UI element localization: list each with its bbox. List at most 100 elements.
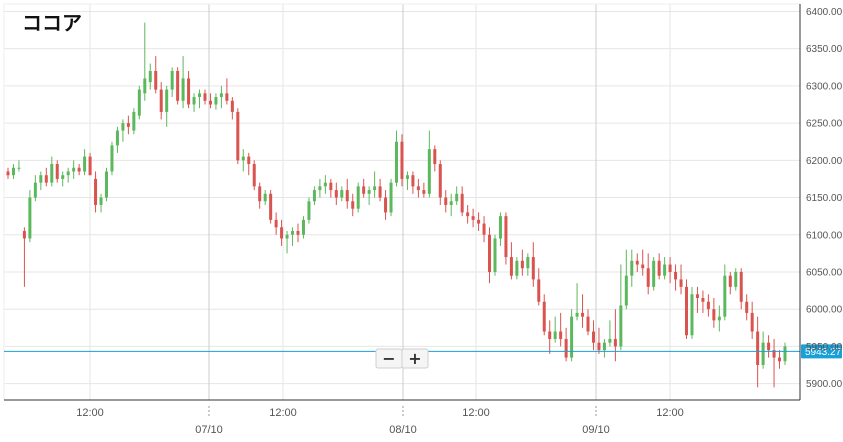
candle-up[interactable] [734, 271, 738, 287]
candle-up[interactable] [318, 186, 322, 191]
candle-up[interactable] [394, 141, 399, 183]
candle-up[interactable] [307, 201, 311, 220]
candle-up[interactable] [115, 130, 119, 146]
candle-down[interactable] [334, 190, 338, 198]
candle-down[interactable] [159, 89, 163, 112]
candle-down[interactable] [274, 219, 278, 228]
candle-up[interactable] [50, 164, 54, 183]
candle-up[interactable] [192, 97, 196, 105]
candle-up[interactable] [570, 316, 574, 358]
candle-down[interactable] [509, 257, 513, 276]
candle-down[interactable] [679, 279, 683, 287]
candle-down[interactable] [55, 164, 59, 179]
candle-up[interactable] [66, 171, 70, 176]
candle-up[interactable] [241, 156, 245, 161]
candle-down[interactable] [695, 294, 699, 299]
candle-down[interactable] [778, 357, 782, 362]
candle-up[interactable] [17, 167, 21, 169]
candle-down[interactable] [22, 231, 26, 239]
candle-down[interactable] [329, 182, 333, 191]
candle-up[interactable] [427, 149, 431, 194]
candle-down[interactable] [225, 93, 229, 101]
candle-down[interactable] [635, 260, 639, 265]
candle-up[interactable] [493, 238, 497, 272]
candle-up[interactable] [663, 264, 667, 276]
candle-down[interactable] [548, 331, 552, 339]
candle-up[interactable] [104, 171, 108, 198]
candle-down[interactable] [252, 164, 256, 187]
candle-down[interactable] [236, 111, 240, 161]
candle-down[interactable] [411, 175, 415, 187]
candle-down[interactable] [531, 257, 535, 280]
candle-up[interactable] [165, 89, 169, 112]
candle-up[interactable] [389, 182, 393, 213]
candle-up[interactable] [39, 175, 43, 183]
candle-down[interactable] [586, 316, 590, 332]
candle-up[interactable] [285, 234, 289, 239]
candle-down[interactable] [438, 164, 442, 198]
candle-down[interactable] [745, 301, 749, 313]
candle-up[interactable] [143, 78, 147, 94]
candle-up[interactable] [455, 193, 459, 202]
candle-up[interactable] [498, 216, 502, 239]
candle-down[interactable] [187, 78, 191, 105]
candle-up[interactable] [619, 305, 623, 347]
candle-down[interactable] [504, 216, 508, 258]
candle-up[interactable] [219, 93, 223, 98]
candle-down[interactable] [6, 171, 10, 176]
candle-up[interactable] [110, 145, 114, 172]
candle-down[interactable] [750, 312, 754, 332]
zoom-in-button[interactable]: + [401, 348, 429, 369]
candle-down[interactable] [674, 271, 678, 280]
candle-down[interactable] [668, 264, 672, 272]
candle-down[interactable] [482, 223, 486, 235]
candle-up[interactable] [630, 260, 634, 276]
candle-up[interactable] [263, 193, 267, 202]
candle-down[interactable] [422, 190, 426, 194]
candle-down[interactable] [564, 338, 568, 358]
candle-down[interactable] [657, 260, 661, 276]
candle-up[interactable] [602, 342, 606, 351]
candle-down[interactable] [296, 231, 300, 235]
candle-down[interactable] [269, 193, 273, 220]
candle-up[interactable] [723, 275, 727, 317]
candle-down[interactable] [471, 216, 475, 220]
candle-down[interactable] [646, 268, 650, 287]
candle-down[interactable] [258, 186, 262, 202]
candle-down[interactable] [537, 279, 541, 302]
candle-up[interactable] [515, 260, 519, 276]
candle-down[interactable] [460, 193, 464, 213]
candle-up[interactable] [61, 175, 65, 179]
candle-down[interactable] [739, 271, 743, 302]
candle-down[interactable] [477, 219, 481, 224]
candle-down[interactable] [466, 212, 470, 217]
candle-down[interactable] [591, 331, 595, 343]
candle-down[interactable] [712, 309, 716, 321]
candle-down[interactable] [520, 260, 524, 269]
candle-down[interactable] [416, 186, 420, 191]
candle-up[interactable] [214, 97, 218, 105]
candle-up[interactable] [356, 186, 360, 209]
candle-down[interactable] [203, 93, 207, 101]
candle-down[interactable] [176, 70, 180, 101]
candle-down[interactable] [767, 342, 771, 351]
candle-up[interactable] [148, 70, 152, 83]
candle-up[interactable] [11, 167, 15, 176]
candle-down[interactable] [728, 275, 732, 287]
candle-up[interactable] [652, 260, 656, 287]
candle-down[interactable] [613, 338, 617, 347]
candle-up[interactable] [405, 175, 409, 179]
candle-down[interactable] [77, 167, 81, 172]
candle-down[interactable] [345, 190, 349, 202]
candle-up[interactable] [373, 186, 377, 191]
candle-up[interactable] [301, 219, 305, 235]
candle-up[interactable] [526, 257, 530, 269]
candle-down[interactable] [542, 301, 546, 332]
candle-up[interactable] [783, 346, 787, 362]
candle-up[interactable] [553, 331, 557, 339]
candle-down[interactable] [433, 149, 437, 165]
candle-down[interactable] [126, 123, 130, 127]
candle-up[interactable] [72, 167, 76, 172]
candle-up[interactable] [181, 78, 185, 101]
